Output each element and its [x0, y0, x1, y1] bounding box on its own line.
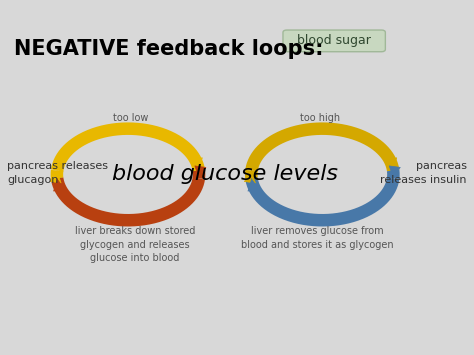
FancyBboxPatch shape — [283, 30, 385, 52]
Text: liver removes glucose from
blood and stores it as glycogen: liver removes glucose from blood and sto… — [241, 226, 394, 250]
Text: too high: too high — [300, 113, 340, 123]
Text: pancreas
releases insulin: pancreas releases insulin — [381, 161, 467, 185]
Text: blood glucose levels: blood glucose levels — [112, 164, 338, 185]
Text: too low: too low — [113, 113, 148, 123]
Text: blood sugar: blood sugar — [297, 34, 371, 47]
Text: NEGATIVE feedback loops:: NEGATIVE feedback loops: — [14, 39, 324, 59]
Text: pancreas releases
glucagon: pancreas releases glucagon — [7, 161, 108, 185]
Text: liver breaks down stored
glycogen and releases
glucose into blood: liver breaks down stored glycogen and re… — [75, 226, 195, 263]
